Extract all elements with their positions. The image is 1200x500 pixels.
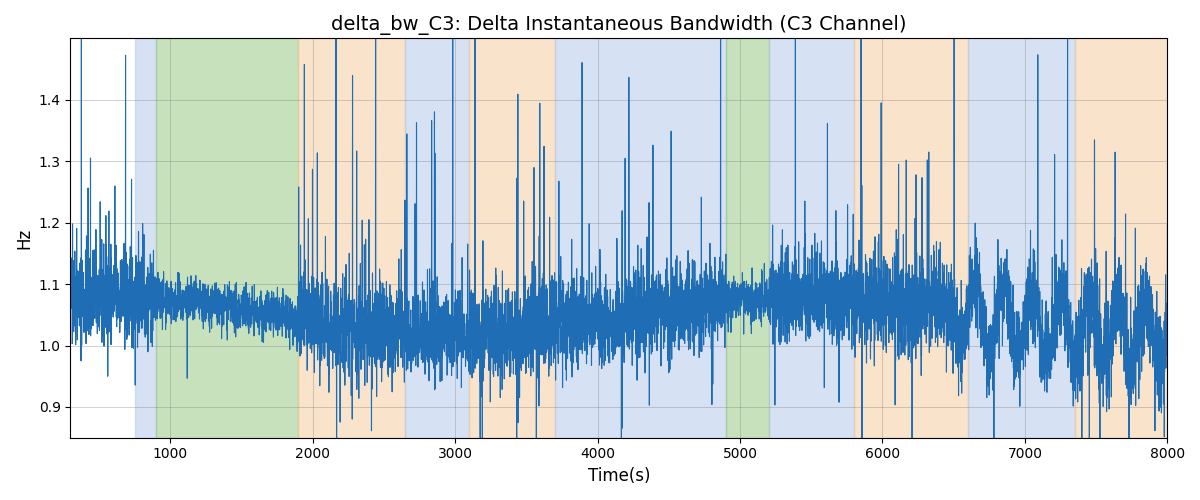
Title: delta_bw_C3: Delta Instantaneous Bandwidth (C3 Channel): delta_bw_C3: Delta Instantaneous Bandwid… — [331, 15, 907, 35]
Bar — [854, 38, 968, 438]
Bar — [156, 38, 299, 438]
Bar — [968, 38, 1075, 438]
Bar — [726, 38, 768, 438]
X-axis label: Time(s): Time(s) — [588, 467, 650, 485]
Bar — [768, 38, 854, 438]
Bar — [406, 38, 469, 438]
Bar — [1075, 38, 1182, 438]
Bar — [134, 38, 156, 438]
Bar — [554, 38, 726, 438]
Y-axis label: Hz: Hz — [14, 228, 32, 248]
Bar — [469, 38, 554, 438]
Bar — [299, 38, 406, 438]
